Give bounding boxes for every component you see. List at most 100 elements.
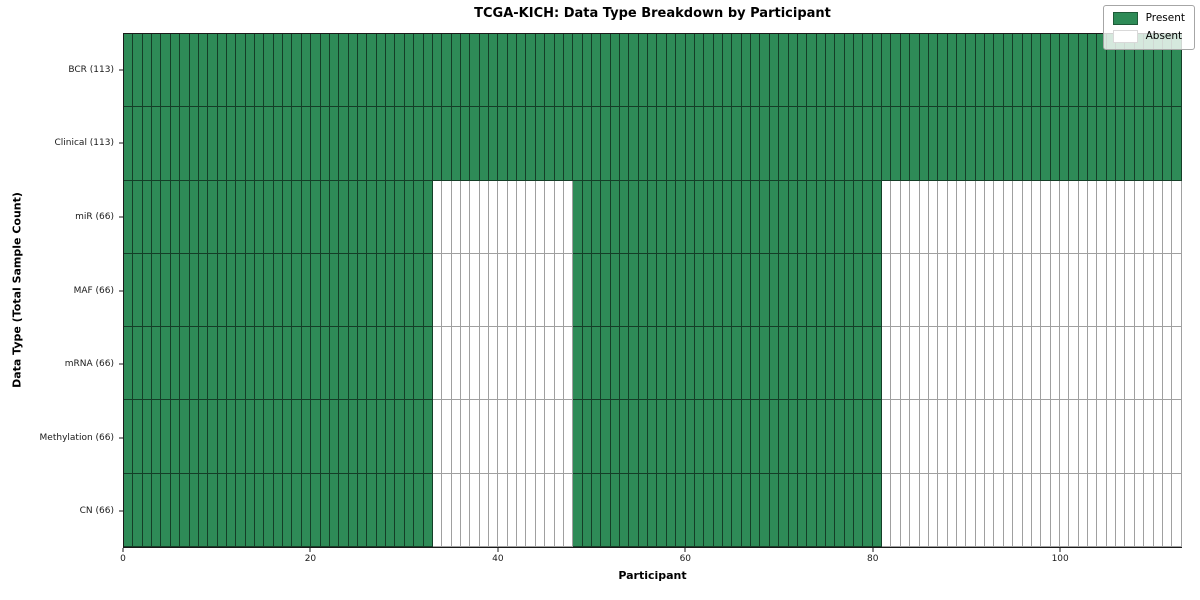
- heatmap-row-miR: [124, 180, 1182, 254]
- cell-present: [329, 34, 340, 108]
- cell-present: [329, 327, 340, 401]
- cell-present: [1022, 107, 1032, 181]
- cell-absent: [451, 473, 461, 547]
- cell-present: [348, 327, 358, 401]
- cell-present: [666, 34, 677, 108]
- cell-present: [638, 107, 649, 181]
- cell-present: [217, 107, 227, 181]
- cell-present: [676, 253, 686, 328]
- cell-present: [666, 107, 677, 181]
- cell-absent: [1031, 327, 1042, 401]
- cell-absent: [517, 253, 527, 328]
- cell-present: [339, 253, 349, 328]
- cell-absent: [507, 253, 518, 328]
- cell-present: [854, 400, 864, 474]
- cell-present: [376, 180, 387, 254]
- cell-present: [591, 107, 602, 181]
- cell-present: [638, 327, 649, 401]
- cell-present: [854, 34, 864, 108]
- cell-absent: [1134, 327, 1145, 401]
- cell-present: [1078, 34, 1089, 108]
- cell-present: [769, 473, 780, 547]
- cell-present: [170, 400, 181, 474]
- cell-present: [124, 327, 134, 401]
- cell-present: [245, 400, 256, 474]
- cell-absent: [956, 327, 967, 401]
- cell-present: [825, 34, 836, 108]
- cell-present: [236, 473, 246, 547]
- cell-present: [732, 34, 742, 108]
- cell-present: [554, 107, 564, 181]
- cell-present: [582, 253, 592, 328]
- absent-swatch-icon: [1112, 30, 1138, 43]
- cell-present: [872, 473, 883, 547]
- cell-absent: [938, 473, 948, 547]
- cell-present: [386, 473, 396, 547]
- cell-absent: [1069, 253, 1079, 328]
- cell-absent: [535, 253, 546, 328]
- cell-present: [610, 107, 621, 181]
- cell-absent: [1041, 327, 1051, 401]
- cell-absent: [900, 400, 911, 474]
- cell-absent: [507, 180, 518, 254]
- cell-present: [170, 34, 181, 108]
- cell-present: [610, 400, 621, 474]
- cell-present: [788, 327, 798, 401]
- cell-present: [601, 107, 611, 181]
- cell-present: [694, 107, 705, 181]
- cell-present: [264, 180, 274, 254]
- cell-present: [694, 253, 705, 328]
- cell-present: [357, 400, 368, 474]
- cell-present: [395, 107, 405, 181]
- cell-absent: [938, 253, 948, 328]
- cell-absent: [900, 327, 911, 401]
- cell-present: [161, 180, 171, 254]
- cell-absent: [1050, 400, 1060, 474]
- cell-present: [816, 34, 826, 108]
- cell-present: [404, 327, 415, 401]
- cell-present: [610, 327, 621, 401]
- cell-present: [414, 253, 424, 328]
- cell-present: [404, 253, 415, 328]
- cell-present: [704, 473, 714, 547]
- cell-absent: [489, 253, 499, 328]
- cell-present: [956, 34, 967, 108]
- cell-absent: [507, 400, 518, 474]
- cell-present: [498, 34, 508, 108]
- cell-present: [648, 180, 658, 254]
- cell-present: [226, 180, 237, 254]
- x-tick-mark: [309, 548, 311, 552]
- cell-present: [245, 107, 256, 181]
- cell-absent: [1069, 400, 1079, 474]
- x-tick-label: 60: [679, 554, 692, 564]
- cell-present: [367, 473, 377, 547]
- cell-absent: [1059, 180, 1070, 254]
- cell-present: [180, 107, 190, 181]
- cell-present: [1172, 107, 1182, 181]
- cell-absent: [1078, 400, 1089, 474]
- cell-present: [788, 107, 798, 181]
- cell-present: [582, 180, 592, 254]
- cell-present: [573, 107, 583, 181]
- cell-present: [1088, 107, 1098, 181]
- cell-absent: [470, 253, 480, 328]
- cell-present: [610, 253, 621, 328]
- cell-absent: [1041, 473, 1051, 547]
- cell-present: [386, 180, 396, 254]
- cell-present: [367, 34, 377, 108]
- cell-present: [863, 107, 873, 181]
- cell-present: [1172, 34, 1182, 108]
- cell-present: [863, 180, 873, 254]
- cell-present: [386, 400, 396, 474]
- cell-present: [133, 473, 143, 547]
- cell-present: [685, 180, 695, 254]
- cell-present: [1013, 34, 1023, 108]
- cell-present: [189, 473, 199, 547]
- cell-present: [1097, 34, 1107, 108]
- cell-present: [694, 400, 705, 474]
- legend-item-absent: Absent: [1112, 30, 1185, 43]
- cell-present: [788, 180, 798, 254]
- cell-present: [723, 400, 733, 474]
- cell-present: [751, 473, 761, 547]
- cell-absent: [966, 327, 976, 401]
